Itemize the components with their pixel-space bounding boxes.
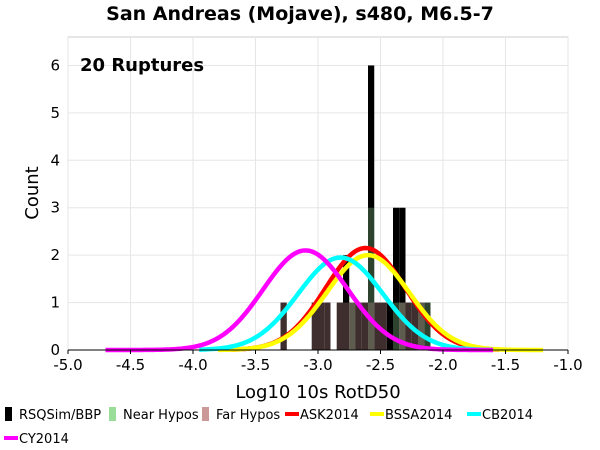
legend-label: CY2014 [19, 432, 69, 447]
bar-total-12 [386, 302, 393, 350]
bar-total-17 [418, 302, 425, 350]
legend-label: ASK2014 [300, 408, 359, 423]
bar-total-4 [336, 302, 343, 350]
x-tick-label-4: -3.0 [303, 356, 332, 374]
bar-far-6 [349, 302, 356, 350]
bar-total-5 [343, 255, 350, 350]
bar-total-2 [318, 302, 325, 350]
y-tick-label-6: 6 [50, 56, 60, 74]
legend-item-rsqsim-bbp: RSQSim/BBP [5, 407, 101, 423]
bar-far-4 [336, 302, 343, 350]
bar-near-6 [349, 302, 356, 350]
legend-label: Near Hypos [123, 408, 199, 423]
y-tick-label-4: 4 [50, 151, 60, 169]
bar-far-0 [280, 302, 287, 350]
bar-near-18 [424, 302, 431, 350]
legend-label: CB2014 [482, 408, 533, 423]
legend-item-cy2014: CY2014 [4, 432, 69, 447]
chart-title: San Andreas (Mojave), s480, M6.5-7 [106, 3, 494, 25]
x-tick-label-7: -1.5 [491, 356, 520, 374]
legend: RSQSim/BBP Near Hypos Far Hypos ASK2014 BSSA… [4, 407, 533, 447]
legend-label: RSQSim/BBP [19, 408, 101, 423]
y-tick-label-0: 0 [50, 341, 60, 359]
bar-total-0 [280, 302, 287, 350]
gmpe-curves [105, 245, 544, 353]
y-tick-label-5: 5 [50, 104, 60, 122]
bar-total-11 [380, 302, 387, 350]
bar-total-13 [393, 207, 400, 350]
legend-label: BSSA2014 [385, 408, 452, 423]
bar-far-1 [311, 302, 318, 350]
legend-item-bssa2014: BSSA2014 [370, 408, 452, 423]
bar-total-1 [311, 302, 318, 350]
bar-near-17 [418, 302, 425, 350]
y-tick-label-1: 1 [50, 294, 60, 312]
bar-far-2 [318, 302, 325, 350]
bar-total-6 [349, 302, 356, 350]
bars-total [280, 65, 431, 351]
x-tick-label-5: -2.5 [366, 356, 395, 374]
bar-far-9 [368, 302, 375, 350]
x-tick-label-2: -4.0 [178, 356, 207, 374]
bar-far-5 [343, 302, 350, 350]
legend-item-ask2014: ASK2014 [285, 408, 359, 423]
bar-total-8 [361, 302, 368, 350]
legend-swatch [109, 407, 116, 421]
bar-far-3 [324, 302, 331, 350]
legend-swatch [5, 407, 12, 421]
bar-far-11 [380, 302, 387, 350]
bar-far-8 [361, 302, 368, 350]
bar-total-16 [411, 302, 418, 350]
legend-item-cb2014: CB2014 [467, 408, 533, 423]
x-axis-label: Log10 10s RotD50 [235, 382, 400, 403]
curve-cy2014 [105, 248, 493, 353]
legend-swatch [202, 407, 209, 421]
bar-total-3 [324, 302, 331, 350]
bar-far-14 [399, 302, 406, 350]
y-tick-labels: 0 1 2 3 4 5 6 [50, 56, 60, 359]
bar-far-17 [418, 302, 425, 350]
legend-item-far-hypos: Far Hypos [202, 407, 280, 423]
bar-total-9 [368, 65, 375, 351]
x-tick-label-3: -3.5 [241, 356, 270, 374]
y-tick-label-3: 3 [50, 199, 60, 217]
x-tick-label-6: -2.0 [428, 356, 457, 374]
bar-total-7 [355, 302, 362, 350]
x-tick-label-1: -4.5 [116, 356, 145, 374]
y-axis-label: Count [22, 166, 43, 219]
bar-total-18 [424, 302, 431, 350]
y-tick-label-2: 2 [50, 246, 60, 264]
x-tick-label-0: -5.0 [53, 356, 82, 374]
legend-item-near-hypos: Near Hypos [109, 407, 199, 423]
bar-near-14 [399, 302, 406, 350]
legend-label: Far Hypos [216, 408, 280, 423]
bar-far-16 [411, 302, 418, 350]
bar-total-14 [399, 207, 406, 350]
curve-cb2014 [198, 255, 494, 353]
bar-far-7 [355, 302, 362, 350]
bar-near-13 [393, 302, 400, 350]
x-tick-label-8: -1.0 [553, 356, 582, 374]
x-tick-labels: -5.0 -4.5 -4.0 -3.5 -3.0 -2.5 -2.0 -1.5 -1.0 [53, 350, 583, 374]
rupture-count-annotation: 20 Ruptures [80, 55, 204, 76]
